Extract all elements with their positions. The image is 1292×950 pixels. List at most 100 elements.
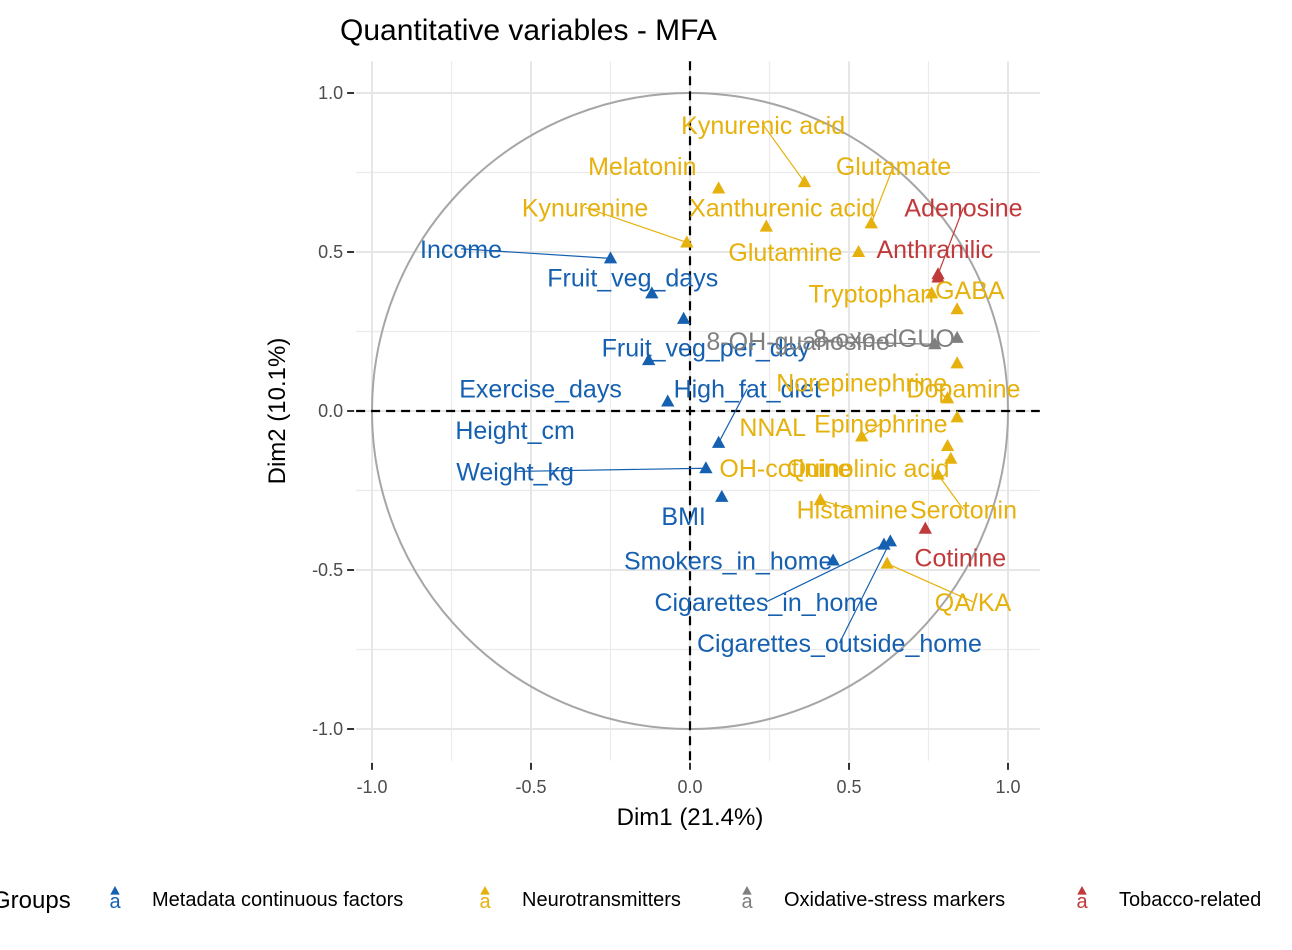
- leader-line: [584, 206, 688, 244]
- leader-line: [798, 340, 935, 345]
- point-marker: [797, 175, 812, 188]
- legend-key-marker: [110, 886, 120, 895]
- point-label: 8-OH-guanosine: [706, 328, 889, 356]
- leader-line: [937, 474, 964, 510]
- legend-key-glyph: a: [741, 891, 753, 913]
- point-label: Cigarettes_in_home: [654, 589, 878, 617]
- leader-line: [718, 388, 748, 444]
- y-tick-label: -0.5: [312, 560, 343, 580]
- point-label: High_fat_diet: [674, 376, 821, 404]
- point-label: OH-cotinine: [719, 455, 851, 483]
- point-label: Glutamine: [728, 239, 842, 267]
- point-marker: [928, 337, 942, 350]
- point-label: Xanthurenic acid: [689, 194, 875, 222]
- leader-line: [762, 124, 805, 183]
- point-marker: [864, 216, 878, 229]
- point-marker: [661, 394, 675, 407]
- x-tick-label: -1.0: [356, 777, 387, 797]
- point-label: GABA: [935, 277, 1005, 305]
- point-label: Anthranilic: [876, 236, 993, 264]
- point-marker: [950, 410, 964, 423]
- legend-key-marker: [480, 886, 490, 895]
- point-label: Cigarettes_outside_home: [697, 630, 982, 658]
- point-label: Fruit_veg_days: [547, 264, 718, 292]
- point-label: Weight_kg: [456, 458, 574, 486]
- legend-item-label: Oxidative-stress markers: [784, 889, 1005, 911]
- point-label: Norepinephrine: [776, 369, 947, 397]
- y-tick-label: 0.5: [318, 242, 343, 262]
- leader-line: [766, 544, 885, 603]
- point-marker: [711, 435, 726, 448]
- point-marker: [759, 219, 773, 232]
- point-marker: [883, 534, 897, 547]
- x-tick-label: -0.5: [515, 777, 546, 797]
- point-marker: [855, 429, 869, 442]
- y-axis-title: Dim2 (10.1%): [264, 338, 291, 485]
- point-label: Kynurenic acid: [681, 112, 845, 140]
- leader-line: [515, 467, 706, 473]
- point-marker: [880, 556, 894, 569]
- leader-line: [838, 541, 891, 644]
- point-marker: [925, 286, 939, 299]
- point-marker: [950, 330, 964, 343]
- chart-title: Quantitative variables - MFA: [340, 14, 717, 47]
- legend-key-glyph: a: [109, 891, 121, 913]
- leader-line: [886, 563, 974, 603]
- point-marker: [711, 181, 726, 194]
- y-tick-label: -1.0: [312, 719, 343, 739]
- point-label: QA/KA: [935, 589, 1012, 617]
- x-tick-label: 0.0: [677, 777, 702, 797]
- point-marker: [676, 311, 691, 324]
- leader-line: [820, 499, 853, 511]
- legend-item-label: Metadata continuous factors: [152, 889, 403, 911]
- point-label: Dopamine: [907, 376, 1021, 404]
- point-marker: [950, 302, 964, 315]
- point-marker: [826, 553, 840, 566]
- point-marker: [944, 451, 958, 464]
- point-marker: [940, 391, 955, 404]
- point-label: Tryptophan: [808, 280, 934, 308]
- point-label: Adenosine: [904, 194, 1022, 222]
- point-label: Melatonin: [588, 153, 696, 181]
- point-label: Smokers_in_home: [624, 547, 832, 575]
- point-label: Exercise_days: [459, 376, 622, 404]
- y-tick-label: 0.0: [318, 401, 343, 421]
- point-marker: [813, 493, 828, 506]
- point-marker: [877, 537, 891, 550]
- point-marker: [940, 438, 955, 452]
- point-label: BMI: [661, 503, 705, 531]
- leader-line: [870, 165, 895, 224]
- point-marker: [645, 286, 659, 299]
- point-label: Cotinine: [914, 544, 1006, 572]
- point-marker: [642, 353, 656, 366]
- point-markers: [603, 175, 964, 569]
- point-marker: [851, 245, 866, 258]
- legend-title: Groups: [0, 887, 71, 914]
- leader-line: [461, 248, 611, 259]
- point-marker: [931, 270, 945, 283]
- legend-item-label: Tobacco-related: [1119, 889, 1261, 911]
- point-labels: Income Fruit_veg_days Fruit_veg_per_day Exe…: [420, 112, 1023, 658]
- point-marker: [931, 467, 945, 480]
- point-marker: [715, 489, 729, 502]
- leader-line: [937, 207, 965, 275]
- x-tick-label: 1.0: [995, 777, 1020, 797]
- point-label: Histamine: [797, 497, 908, 525]
- point-marker: [918, 521, 932, 534]
- x-tick-label: 0.5: [836, 777, 861, 797]
- legend-key-marker: [1077, 886, 1087, 895]
- point-label: Height_cm: [455, 417, 575, 445]
- point-label: 8-oxo-dGUO: [813, 325, 955, 353]
- legend-key-glyph: a: [479, 891, 491, 913]
- point-marker: [950, 356, 964, 369]
- point-label: NNAL: [739, 414, 806, 442]
- leader-line: [861, 423, 882, 437]
- point-label: Serotonin: [910, 497, 1017, 525]
- legend-item-label: Neurotransmitters: [522, 889, 681, 911]
- point-label: Income: [420, 236, 502, 264]
- y-tick-label: 1.0: [318, 83, 343, 103]
- point-label: Quinolinic acid: [787, 455, 950, 483]
- legend: Groups a Metadata continuous factors a Neur…: [0, 886, 1261, 914]
- point-label: Glutamate: [836, 153, 951, 181]
